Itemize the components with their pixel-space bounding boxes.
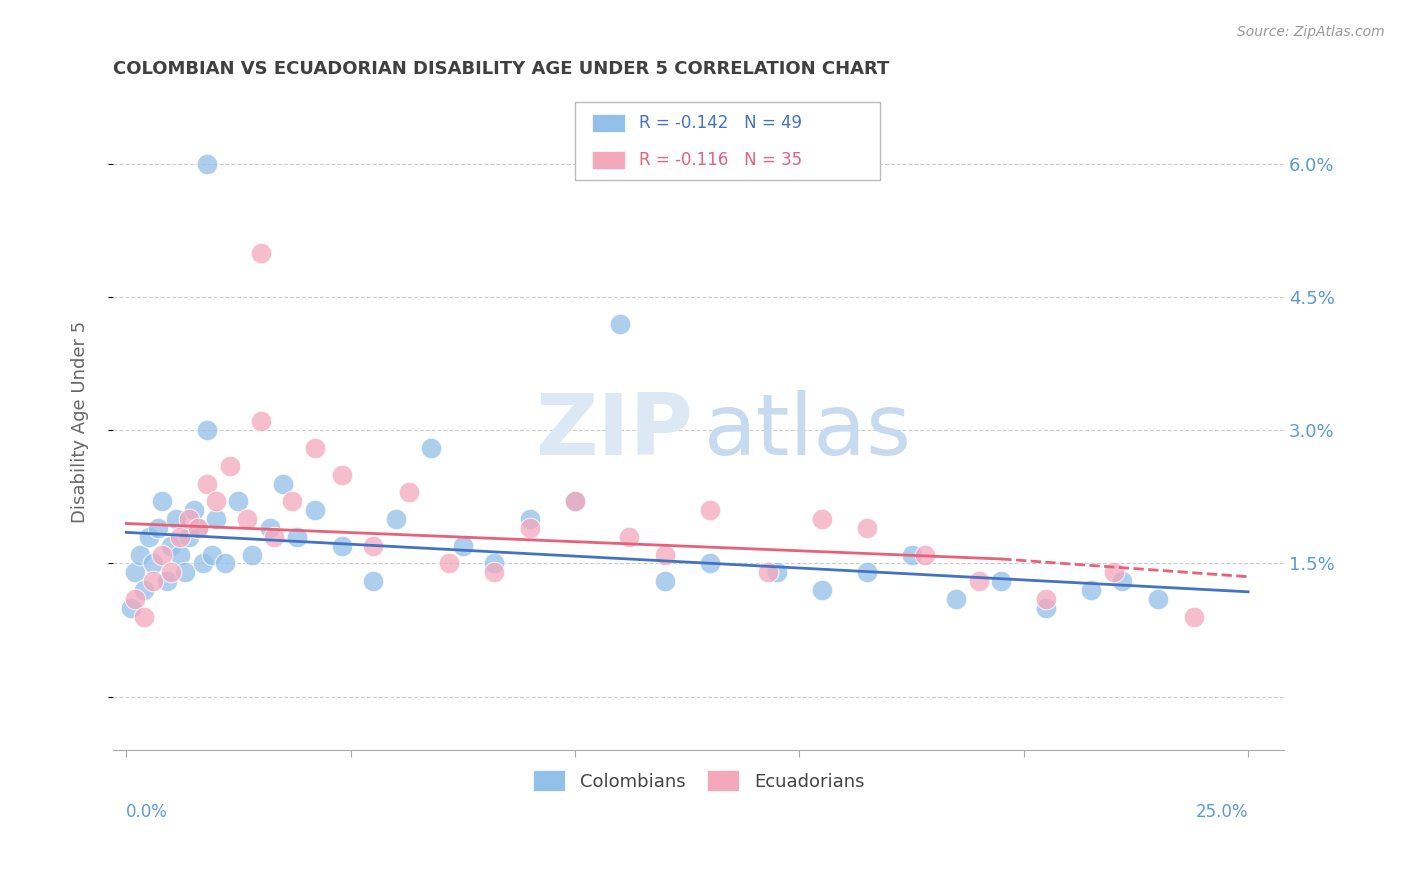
Point	[160, 539, 183, 553]
Point	[160, 566, 183, 580]
Point	[484, 566, 506, 580]
FancyBboxPatch shape	[575, 103, 880, 179]
Point	[654, 548, 676, 562]
Point	[1035, 591, 1057, 606]
Point	[756, 566, 779, 580]
Text: atlas: atlas	[704, 390, 912, 473]
Point	[187, 521, 209, 535]
Point	[263, 530, 285, 544]
Text: COLOMBIAN VS ECUADORIAN DISABILITY AGE UNDER 5 CORRELATION CHART: COLOMBIAN VS ECUADORIAN DISABILITY AGE U…	[112, 60, 889, 78]
Point	[187, 521, 209, 535]
Point	[361, 539, 384, 553]
Text: R = -0.116   N = 35: R = -0.116 N = 35	[638, 151, 801, 169]
Text: ZIP: ZIP	[534, 390, 693, 473]
Point	[617, 530, 640, 544]
Point	[609, 317, 631, 331]
Point	[914, 548, 936, 562]
Point	[330, 467, 353, 482]
Text: R = -0.142   N = 49: R = -0.142 N = 49	[638, 114, 801, 132]
Point	[654, 574, 676, 589]
Point	[128, 548, 150, 562]
Point	[1111, 574, 1133, 589]
Point	[766, 566, 789, 580]
Point	[1147, 591, 1170, 606]
Point	[146, 521, 169, 535]
Point	[273, 476, 295, 491]
Point	[384, 512, 406, 526]
Point	[855, 521, 877, 535]
Point	[250, 414, 273, 428]
Point	[811, 512, 834, 526]
Point	[179, 512, 201, 526]
Point	[150, 494, 173, 508]
Point	[484, 557, 506, 571]
Point	[195, 423, 218, 437]
Point	[183, 503, 205, 517]
Text: 25.0%: 25.0%	[1195, 803, 1249, 821]
Point	[240, 548, 263, 562]
Point	[1102, 566, 1125, 580]
Bar	[592, 151, 624, 169]
Point	[124, 591, 146, 606]
Point	[165, 512, 187, 526]
Point	[420, 441, 443, 455]
Point	[699, 503, 721, 517]
Text: Source: ZipAtlas.com: Source: ZipAtlas.com	[1237, 25, 1385, 39]
Point	[811, 582, 834, 597]
Point	[1035, 600, 1057, 615]
Point	[156, 574, 179, 589]
Bar	[592, 114, 624, 132]
Point	[439, 557, 461, 571]
Point	[169, 548, 191, 562]
Point	[900, 548, 922, 562]
Point	[191, 557, 214, 571]
Point	[281, 494, 304, 508]
Y-axis label: Disability Age Under 5: Disability Age Under 5	[72, 320, 89, 523]
Point	[120, 600, 142, 615]
Point	[142, 574, 165, 589]
Point	[330, 539, 353, 553]
Point	[150, 548, 173, 562]
Point	[138, 530, 160, 544]
Point	[124, 566, 146, 580]
Point	[228, 494, 250, 508]
Point	[967, 574, 990, 589]
Point	[200, 548, 222, 562]
Point	[564, 494, 586, 508]
Point	[855, 566, 877, 580]
Point	[1182, 609, 1205, 624]
Point	[205, 512, 228, 526]
Point	[214, 557, 236, 571]
Point	[250, 245, 273, 260]
Point	[361, 574, 384, 589]
Point	[519, 512, 541, 526]
Point	[259, 521, 281, 535]
Point	[1080, 582, 1102, 597]
Point	[564, 494, 586, 508]
Point	[945, 591, 967, 606]
Point	[218, 458, 240, 473]
Point	[304, 441, 326, 455]
Point	[304, 503, 326, 517]
Point	[236, 512, 259, 526]
Point	[285, 530, 308, 544]
Point	[195, 157, 218, 171]
Point	[169, 530, 191, 544]
Point	[699, 557, 721, 571]
Legend: Colombians, Ecuadorians: Colombians, Ecuadorians	[526, 764, 872, 798]
Point	[134, 609, 156, 624]
Point	[519, 521, 541, 535]
Point	[195, 476, 218, 491]
Point	[205, 494, 228, 508]
Point	[398, 485, 420, 500]
Point	[142, 557, 165, 571]
Point	[134, 582, 156, 597]
Point	[451, 539, 474, 553]
Text: 0.0%: 0.0%	[127, 803, 169, 821]
Point	[173, 566, 195, 580]
Point	[179, 530, 201, 544]
Point	[990, 574, 1012, 589]
